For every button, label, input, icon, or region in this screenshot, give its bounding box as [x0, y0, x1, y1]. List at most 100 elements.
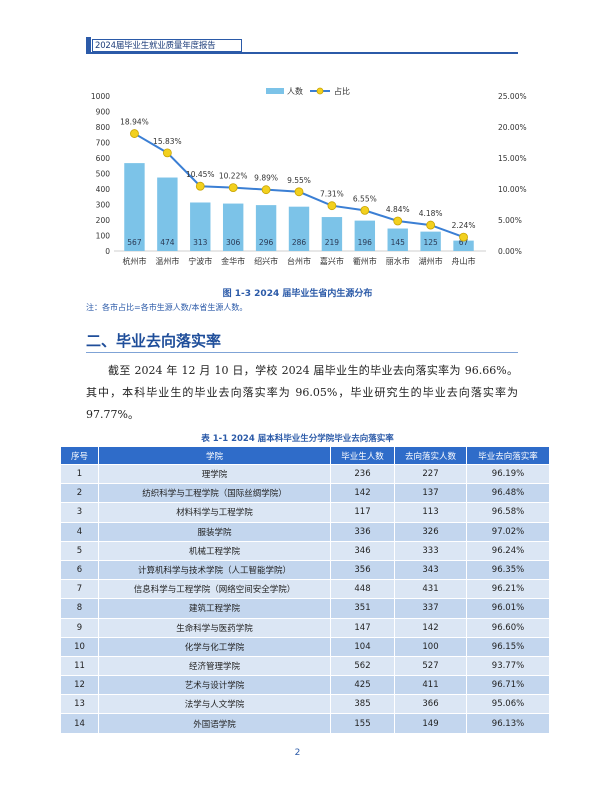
legend-line-marker — [316, 87, 324, 95]
share-point — [130, 129, 139, 138]
cell-graduates: 236 — [330, 463, 395, 485]
cell-graduates: 385 — [330, 694, 395, 715]
y-left-tick-label: 600 — [96, 154, 111, 163]
bar — [222, 203, 244, 251]
table-row: 4 服装学院 336 326 97.02% — [60, 521, 550, 542]
share-point-label: 4.18% — [419, 209, 443, 218]
cell-placed: 337 — [394, 598, 467, 619]
cell-rate: 93.77% — [466, 655, 550, 677]
x-tick-label: 衢州市 — [353, 256, 377, 266]
col-header-placed: 去向落实人数 — [394, 446, 467, 465]
cell-college: 生命科学与医药学院 — [98, 617, 331, 638]
cell-index: 1 — [60, 463, 99, 485]
cell-graduates: 425 — [330, 675, 395, 696]
cell-graduates: 155 — [330, 713, 395, 734]
cell-graduates: 448 — [330, 579, 395, 600]
y-right-tick-label: 5.00% — [498, 216, 522, 225]
figure-caption: 图 1-3 2024 届毕业生省内生源分布 — [222, 289, 373, 299]
cell-rate: 96.48% — [466, 483, 550, 504]
table-row: 2 纺织科学与工程学院（国际丝绸学院） 142 137 96.48% — [60, 483, 550, 504]
cell-college: 经济管理学院 — [98, 655, 331, 677]
share-point — [162, 148, 172, 158]
y-left-tick-label: 100 — [96, 232, 111, 241]
y-left-tick-label: 700 — [96, 139, 111, 148]
x-tick-label: 金华市 — [221, 256, 245, 266]
share-point — [261, 185, 271, 195]
share-point-label: 7.31% — [320, 190, 344, 199]
header-rule — [86, 52, 518, 54]
table-row: 6 计算机科学与技术学院（人工智能学院） 356 343 96.35% — [60, 559, 550, 581]
cell-graduates: 562 — [330, 655, 395, 677]
table-row: 5 机械工程学院 346 333 96.24% — [60, 540, 550, 561]
header-mark — [86, 37, 91, 53]
share-point — [360, 205, 370, 215]
bar — [420, 231, 441, 251]
y-right-tick-label: 0.00% — [498, 247, 522, 256]
x-tick-label: 宁波市 — [188, 256, 212, 266]
bar-value-label: 67 — [459, 238, 469, 247]
cell-index: 7 — [60, 579, 99, 600]
y-left-tick-label: 0 — [105, 247, 110, 256]
legend-line-label: 占比 — [334, 86, 350, 96]
cell-placed: 142 — [394, 617, 467, 638]
header-title: 2024届毕业生就业质量年度报告 — [95, 41, 216, 51]
y-right-tick-label: 10.00% — [498, 185, 527, 194]
cell-college: 服装学院 — [98, 521, 331, 542]
cell-rate: 96.19% — [466, 463, 550, 485]
y-left-tick-label: 500 — [96, 170, 111, 179]
cell-placed: 227 — [394, 463, 467, 485]
cell-index: 13 — [60, 694, 99, 715]
share-point-label: 10.45% — [186, 170, 215, 179]
col-header-index: 序号 — [60, 446, 99, 465]
y-right-tick-label: 15.00% — [498, 154, 527, 163]
bar-value-label: 286 — [292, 238, 307, 247]
y-left-tick-label: 300 — [96, 201, 111, 210]
cell-index: 11 — [60, 655, 99, 677]
cell-placed: 431 — [394, 579, 467, 600]
cell-rate: 97.02% — [466, 521, 550, 542]
bar — [124, 163, 145, 251]
share-point-label: 9.89% — [254, 174, 278, 183]
cell-placed: 411 — [394, 675, 467, 696]
table-header-row: 序号 学院 毕业生人数 去向落实人数 毕业去向落实率 — [60, 446, 550, 465]
cell-placed: 343 — [394, 559, 467, 581]
table-row: 8 建筑工程学院 351 337 96.01% — [60, 598, 550, 619]
table-row: 12 艺术与设计学院 425 411 96.71% — [60, 675, 550, 696]
cell-index: 14 — [60, 713, 99, 734]
table-caption: 表 1-1 2024 届本科毕业生分学院毕业去向落实率 — [201, 434, 394, 444]
table-row: 14 外国语学院 155 149 96.13% — [60, 713, 550, 734]
cell-graduates: 336 — [330, 521, 395, 542]
bar-value-label: 125 — [423, 238, 438, 247]
legend-bar-label: 人数 — [287, 86, 303, 96]
province-source-chart: 人数 占比 0 100 200 300 400 500 600 700 800 900 1000 0.00… — [91, 86, 527, 266]
cell-placed: 137 — [394, 483, 467, 504]
bar — [255, 205, 277, 251]
cell-graduates: 104 — [330, 636, 395, 657]
bar-value-label: 306 — [226, 238, 241, 247]
cell-placed: 149 — [394, 713, 467, 734]
y-left-tick-label: 400 — [96, 185, 111, 194]
cell-rate: 96.21% — [466, 579, 550, 600]
table-row: 10 化学与化工学院 104 100 96.15% — [60, 636, 550, 657]
x-tick-label: 台州市 — [287, 256, 311, 266]
bar-value-label: 145 — [391, 238, 406, 247]
bar-value-label: 474 — [160, 238, 175, 247]
col-header-rate: 毕业去向落实率 — [466, 446, 550, 465]
bar-value-label: 313 — [193, 238, 208, 247]
cell-placed: 113 — [394, 502, 467, 523]
cell-rate: 96.01% — [466, 598, 550, 619]
bar-value-label: 296 — [259, 238, 274, 247]
cell-rate: 95.06% — [466, 694, 550, 715]
bar — [321, 217, 343, 251]
y-right-tick-label: 25.00% — [498, 92, 527, 101]
x-tick-label: 湖州市 — [419, 256, 443, 266]
cell-rate: 96.15% — [466, 636, 550, 657]
share-point-label: 2.24% — [452, 221, 476, 230]
col-header-graduates: 毕业生人数 — [330, 446, 395, 465]
share-point — [393, 216, 403, 226]
cell-rate: 96.60% — [466, 617, 550, 638]
x-tick-label: 嘉兴市 — [320, 256, 344, 266]
cell-index: 3 — [60, 502, 99, 523]
cell-rate: 96.13% — [466, 713, 550, 734]
cell-graduates: 351 — [330, 598, 395, 619]
